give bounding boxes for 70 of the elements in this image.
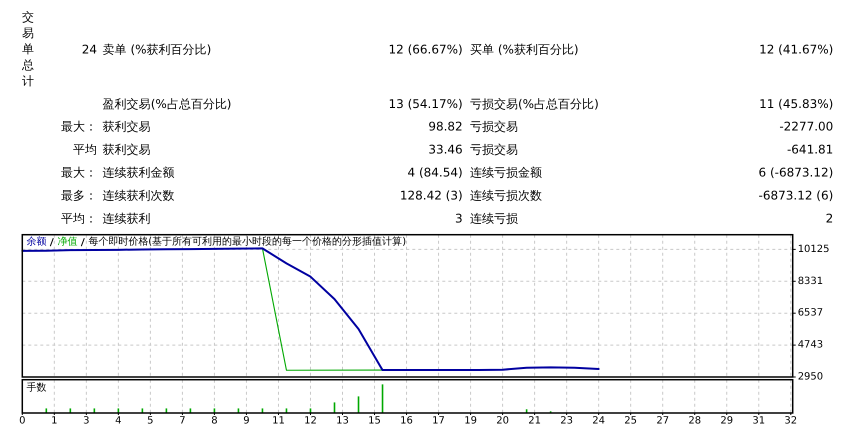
x-tick-label: 7 bbox=[179, 416, 186, 426]
text: 获利交易 bbox=[102, 142, 151, 156]
x-tick-label: 12 bbox=[304, 416, 317, 426]
x-tick-label: 8 bbox=[211, 416, 218, 426]
x-tick-label: 29 bbox=[720, 416, 734, 426]
y-tick-label: 6537 bbox=[798, 308, 824, 319]
text: 连续亏损金额 bbox=[470, 166, 542, 180]
x-tick-label: 31 bbox=[752, 416, 766, 426]
x-tick-label: 15 bbox=[368, 416, 381, 426]
x-tick-label: 0 bbox=[19, 416, 26, 426]
text: 128.42 (3) bbox=[400, 188, 463, 203]
text: 平均： bbox=[61, 212, 97, 226]
x-tick-label: 21 bbox=[528, 416, 541, 426]
x-tick-label: 28 bbox=[688, 416, 702, 426]
x-tick-label: 19 bbox=[464, 416, 477, 426]
text: 33.46 bbox=[428, 142, 463, 156]
text: 12 (66.67%) bbox=[388, 42, 463, 56]
title: 手数 bbox=[26, 382, 46, 394]
text: -641.81 bbox=[786, 142, 834, 156]
legend: 余额 净值 bbox=[26, 236, 85, 248]
text: 最大： bbox=[61, 120, 97, 134]
x-tick-label: 9 bbox=[243, 416, 250, 426]
x-tick-label: 3 bbox=[83, 416, 90, 426]
x-tick-label: 32 bbox=[784, 416, 798, 426]
text: -2277.00 bbox=[779, 120, 834, 134]
y-tick-label: 4743 bbox=[798, 340, 824, 351]
line-series bbox=[21, 247, 600, 372]
title: 每个即时价格(基于所有可利用的最小时段的每一个价格的分形插值计算) bbox=[88, 236, 406, 248]
text: 连续获利次数 bbox=[102, 188, 175, 203]
x-tick-label: 4 bbox=[115, 416, 122, 426]
text: 最多： bbox=[61, 188, 97, 203]
text: 卖单 (%获利百分比) bbox=[102, 42, 212, 56]
text: 2 bbox=[826, 212, 834, 226]
text: 连续亏损次数 bbox=[470, 188, 542, 203]
x-tick-label: 5 bbox=[147, 416, 154, 426]
text: 连续获利金额 bbox=[102, 166, 175, 180]
x-tick-label: 13 bbox=[336, 416, 349, 426]
text: 平均 bbox=[73, 142, 97, 156]
series-label: 余额 bbox=[26, 236, 46, 248]
text: 11 (45.83%) bbox=[759, 97, 834, 111]
text: -6873.12 (6) bbox=[758, 188, 834, 203]
x-tick-label: 16 bbox=[400, 416, 413, 426]
x-tick-label: 24 bbox=[592, 416, 606, 426]
x-tick-label: 25 bbox=[624, 416, 638, 426]
x-tick-label: 27 bbox=[656, 416, 670, 426]
text: 6 (-6873.12) bbox=[758, 166, 834, 180]
text: 24 bbox=[82, 42, 97, 56]
text: 连续获利 bbox=[102, 212, 151, 226]
y-tick-label: 10125 bbox=[798, 244, 830, 255]
x-tick-label: 20 bbox=[496, 416, 509, 426]
text: 12 (41.67%) bbox=[759, 42, 834, 56]
text: 最大： bbox=[61, 166, 97, 180]
x-tick-label: 1 bbox=[51, 416, 58, 426]
text: 获利交易 bbox=[102, 120, 151, 134]
text: 亏损交易(%占总百分比) bbox=[470, 97, 599, 111]
y-tick-label: 8331 bbox=[798, 276, 824, 287]
text: 盈利交易(%占总百分比) bbox=[102, 97, 232, 111]
text: 亏损交易 bbox=[470, 120, 518, 134]
text: 3 bbox=[455, 212, 463, 226]
text: 4 (84.54) bbox=[408, 166, 463, 180]
text: 连续亏损 bbox=[470, 212, 518, 226]
y-tick-label: 2950 bbox=[798, 372, 824, 382]
text: 交易单总计 bbox=[21, 10, 34, 88]
text: 买单 (%获利百分比) bbox=[470, 42, 579, 56]
text: 13 (54.17%) bbox=[388, 97, 463, 111]
x-tick-label: 23 bbox=[560, 416, 574, 426]
x-tick-label: 17 bbox=[432, 416, 445, 426]
x-tick-label: 11 bbox=[272, 416, 285, 426]
text: 98.82 bbox=[428, 120, 463, 134]
text: 亏损交易 bbox=[470, 142, 518, 156]
